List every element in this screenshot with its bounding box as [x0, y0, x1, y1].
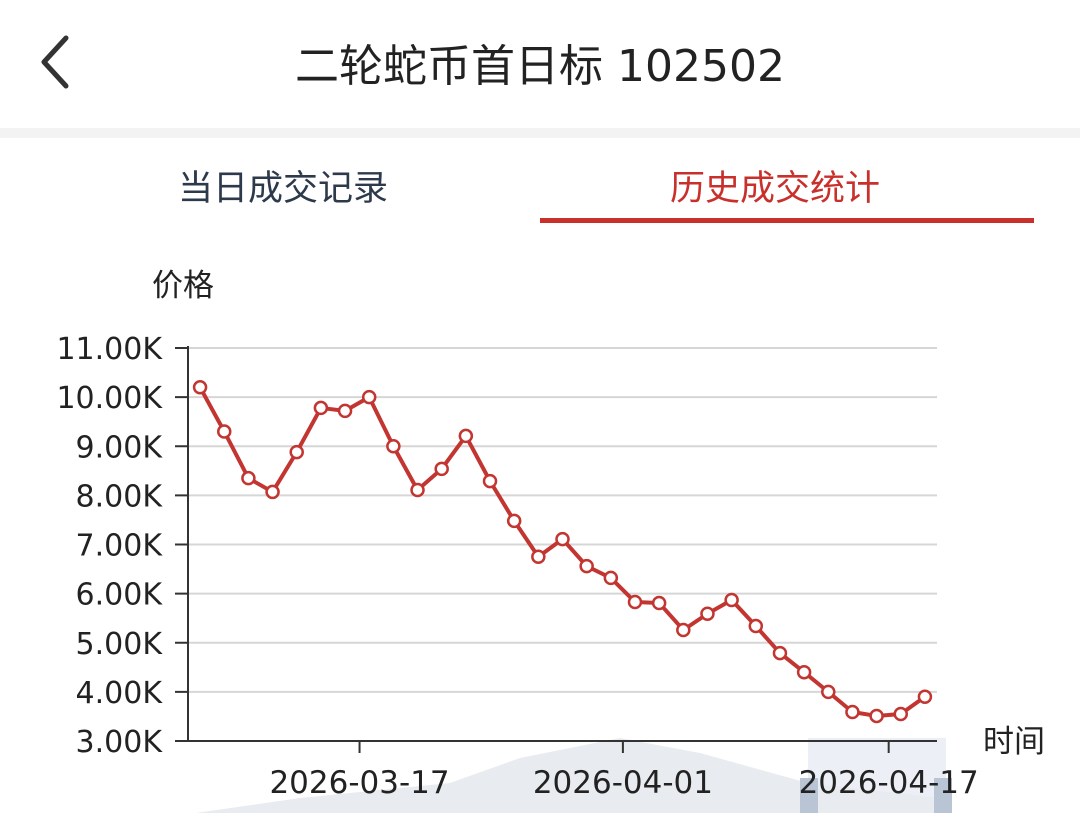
data-point: [603, 570, 619, 586]
data-point: [410, 482, 425, 498]
x-tick-label: 2026-03-17: [269, 765, 449, 801]
data-point: [482, 473, 498, 489]
data-point: [796, 664, 812, 680]
x-tick-label: 2026-04-01: [533, 765, 713, 801]
data-point: [361, 389, 377, 405]
y-tick-label: 9.00K: [76, 430, 164, 465]
data-point: [216, 424, 232, 439]
data-point: [265, 484, 280, 500]
y-tick-label: 6.00K: [76, 578, 164, 613]
data-point: [845, 704, 860, 720]
data-point: [917, 689, 933, 705]
data-point: [386, 439, 401, 454]
data-point: [676, 622, 691, 638]
data-point: [700, 606, 715, 622]
y-tick-label: 5.00K: [76, 627, 164, 662]
y-tick-label: 11.00K: [56, 332, 163, 367]
price-line: [198, 386, 927, 718]
data-point: [869, 708, 884, 724]
data-point: [748, 618, 764, 634]
data-point: [772, 645, 788, 661]
page-title: 二轮蛇币首日标 102502: [295, 41, 785, 92]
zoom-handle[interactable]: [934, 778, 952, 813]
zoom-preview: [196, 738, 940, 813]
data-point: [313, 400, 329, 416]
data-point: [821, 684, 836, 700]
zoom-handle[interactable]: [800, 778, 818, 813]
x-tick-label: 2026-04-17: [799, 765, 979, 801]
y-tick-label: 10.00K: [56, 381, 163, 416]
data-point: [627, 594, 643, 610]
data-point: [337, 403, 353, 419]
tab-underline: [540, 218, 1034, 223]
data-point: [531, 549, 546, 565]
data-point: [651, 595, 667, 611]
data-point: [506, 513, 522, 529]
data-point: [458, 428, 474, 444]
data-point: [579, 558, 594, 574]
y-tick-label: 3.00K: [76, 725, 164, 760]
back-button[interactable]: [30, 24, 90, 104]
divider: [0, 128, 1080, 138]
data-point: [289, 444, 304, 460]
y-tick-label: 4.00K: [76, 676, 164, 711]
y-axis-title: 价格: [152, 268, 214, 304]
data-point: [893, 706, 909, 722]
data-point: [241, 470, 256, 486]
data-point: [434, 461, 449, 477]
x-axis-title: 时间: [983, 724, 1045, 760]
back-arrow: [41, 35, 69, 89]
tab[interactable]: 当日成交记录: [178, 169, 389, 209]
data-point: [192, 380, 208, 395]
y-tick-label: 7.00K: [76, 529, 164, 564]
data-point: [724, 592, 739, 608]
y-tick-label: 8.00K: [76, 479, 164, 514]
data-point: [555, 531, 570, 547]
tab-active[interactable]: 历史成交统计: [670, 169, 881, 209]
